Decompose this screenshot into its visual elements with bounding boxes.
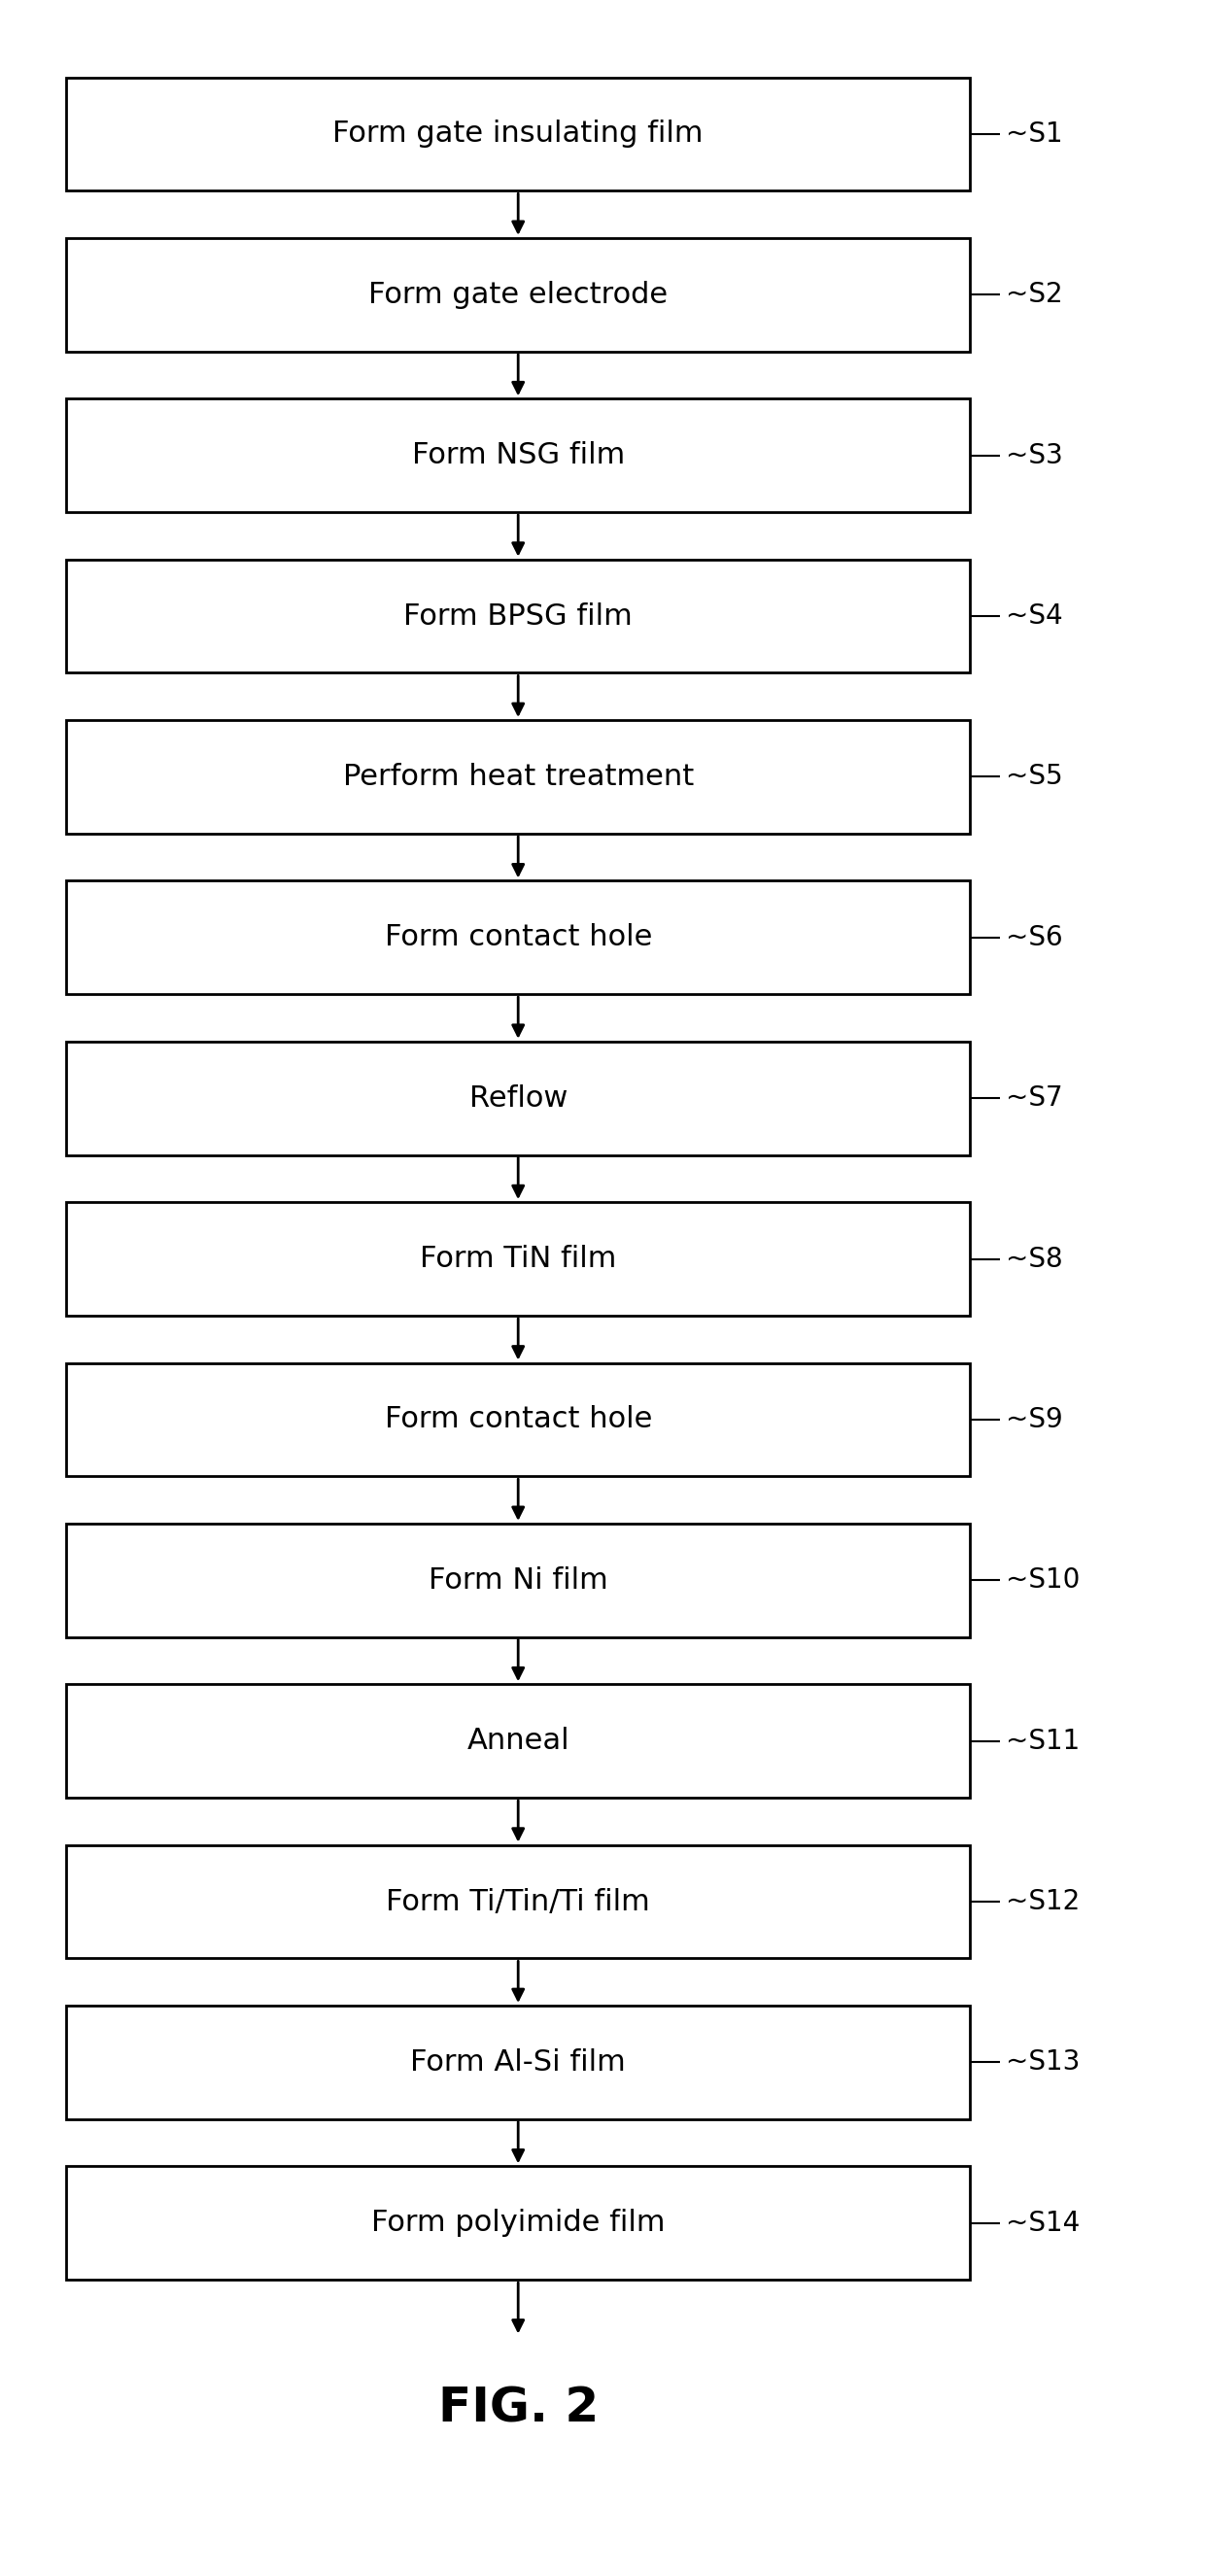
Text: ~S7: ~S7 <box>1006 1084 1063 1113</box>
FancyBboxPatch shape <box>66 399 970 513</box>
Text: ~S12: ~S12 <box>1006 1888 1080 1914</box>
FancyBboxPatch shape <box>66 1844 970 1958</box>
Text: Form Ti/Tin/Ti film: Form Ti/Tin/Ti film <box>386 1888 651 1917</box>
FancyBboxPatch shape <box>66 237 970 350</box>
FancyBboxPatch shape <box>66 1041 970 1154</box>
Text: FIG. 2: FIG. 2 <box>437 2385 599 2432</box>
FancyBboxPatch shape <box>66 1203 970 1316</box>
Text: Form contact hole: Form contact hole <box>384 1406 652 1435</box>
FancyBboxPatch shape <box>66 77 970 191</box>
FancyBboxPatch shape <box>66 1685 970 1798</box>
Text: Form gate electrode: Form gate electrode <box>369 281 668 309</box>
FancyBboxPatch shape <box>66 2007 970 2120</box>
FancyBboxPatch shape <box>66 881 970 994</box>
Text: ~S8: ~S8 <box>1006 1244 1063 1273</box>
Text: ~S4: ~S4 <box>1006 603 1063 629</box>
Text: ~S5: ~S5 <box>1006 762 1063 791</box>
Text: ~S1: ~S1 <box>1006 121 1063 147</box>
Text: ~S14: ~S14 <box>1006 2210 1080 2236</box>
Text: ~S13: ~S13 <box>1006 2048 1081 2076</box>
Text: Perform heat treatment: Perform heat treatment <box>342 762 694 791</box>
Text: Form TiN film: Form TiN film <box>419 1244 617 1273</box>
Text: Reflow: Reflow <box>469 1084 568 1113</box>
Text: Form polyimide film: Form polyimide film <box>371 2210 665 2236</box>
Text: Form gate insulating film: Form gate insulating film <box>333 121 704 147</box>
Text: ~S3: ~S3 <box>1006 443 1063 469</box>
FancyBboxPatch shape <box>66 721 970 835</box>
Text: Form BPSG film: Form BPSG film <box>404 603 633 631</box>
Text: Anneal: Anneal <box>466 1726 570 1754</box>
Text: ~S10: ~S10 <box>1006 1566 1081 1595</box>
Text: ~S9: ~S9 <box>1006 1406 1063 1432</box>
FancyBboxPatch shape <box>66 1363 970 1476</box>
Text: Form Al-Si film: Form Al-Si film <box>411 2048 625 2076</box>
Text: Form NSG film: Form NSG film <box>412 440 624 469</box>
Text: Form contact hole: Form contact hole <box>384 922 652 951</box>
FancyBboxPatch shape <box>66 2166 970 2280</box>
Text: ~S11: ~S11 <box>1006 1728 1080 1754</box>
FancyBboxPatch shape <box>66 1522 970 1636</box>
FancyBboxPatch shape <box>66 559 970 672</box>
Text: Form Ni film: Form Ni film <box>429 1566 607 1595</box>
Text: ~S6: ~S6 <box>1006 925 1063 951</box>
Text: ~S2: ~S2 <box>1006 281 1063 309</box>
